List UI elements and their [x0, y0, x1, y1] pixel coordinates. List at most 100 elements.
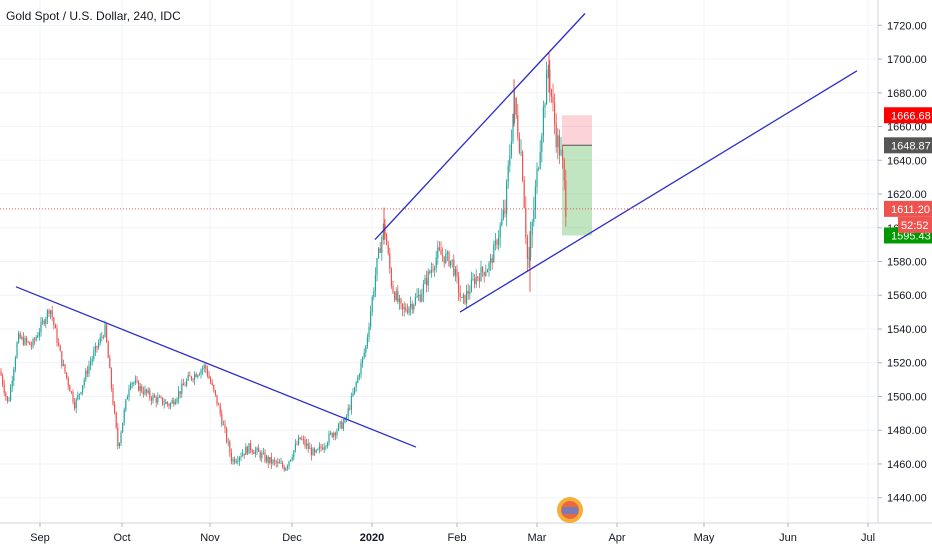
candle-body	[238, 457, 240, 461]
candle-body	[414, 297, 416, 305]
candle-body	[237, 460, 239, 462]
candle-body	[99, 337, 101, 343]
candle-body	[416, 296, 418, 298]
candle-body	[182, 383, 184, 386]
candle-body	[341, 421, 343, 429]
candle-body	[200, 370, 202, 375]
candle-body	[522, 152, 524, 181]
candle-body	[174, 402, 176, 405]
candle-body	[83, 379, 85, 386]
candle-body	[477, 276, 479, 278]
candle-body	[421, 294, 423, 302]
candle-body	[322, 448, 324, 450]
candle-body	[190, 376, 192, 380]
candle-body	[171, 400, 173, 404]
candle-body	[229, 441, 231, 453]
candle-body	[91, 358, 93, 362]
candle-body	[2, 375, 4, 385]
tradingview-logo-icon	[557, 497, 583, 523]
candle-body	[454, 269, 456, 276]
candle-body	[520, 152, 522, 154]
candle-body	[434, 267, 436, 270]
candle-body	[58, 342, 60, 346]
candle-body	[541, 135, 543, 153]
candle-body	[344, 417, 346, 423]
candle-body	[512, 113, 514, 142]
x-tick-label: 2020	[360, 532, 384, 544]
candle-body	[282, 463, 284, 467]
candle-body	[403, 307, 405, 310]
price-axis[interactable]: 1440.00 1460.00 1480.00 1500.00 1520.00 1540.…	[877, 0, 927, 523]
candle-body	[563, 160, 565, 181]
candle-body	[469, 291, 471, 294]
candle-body	[243, 453, 245, 455]
candle-body	[299, 437, 301, 440]
candle-body	[357, 376, 359, 383]
candle-body	[294, 444, 296, 451]
candle-body	[122, 422, 124, 433]
candle-body	[331, 432, 333, 437]
candle-body	[195, 374, 197, 377]
candle-body	[486, 270, 488, 273]
candle-body	[306, 443, 308, 446]
candle-body	[158, 396, 160, 398]
candle-body	[221, 413, 223, 425]
candle-body	[354, 386, 356, 394]
candle-body	[78, 393, 80, 395]
candle-body	[160, 396, 162, 398]
candle-body	[10, 386, 12, 401]
candle-body	[504, 210, 506, 214]
price-badge	[884, 200, 932, 217]
candle-body	[533, 209, 535, 223]
candle-body	[42, 320, 44, 323]
candle-body	[5, 392, 7, 397]
candle-body	[141, 386, 143, 392]
candle-body	[51, 310, 53, 318]
candle-body	[437, 247, 439, 258]
candle-body	[32, 339, 34, 347]
candle-body	[125, 399, 127, 410]
candle-body	[507, 165, 509, 182]
candle-body	[256, 448, 258, 451]
candle-body	[53, 317, 55, 325]
candle-body	[224, 424, 226, 429]
candle-body	[274, 460, 276, 462]
candle-body	[438, 247, 440, 250]
candle-body	[123, 409, 125, 423]
candle-body	[392, 285, 394, 293]
candle-body	[154, 395, 156, 398]
candle-body	[280, 463, 282, 464]
candle-body	[389, 253, 391, 270]
time-axis[interactable]: Sep Oct Nov Dec 2020 Feb Mar Apr May Jun Jul	[0, 522, 932, 544]
position-tool[interactable]	[562, 115, 592, 236]
candle-body	[75, 399, 77, 409]
y-tick-label: 1720.00	[887, 20, 927, 32]
candle-body	[152, 395, 154, 401]
x-tick-label: Mar	[528, 532, 547, 544]
candle-body	[483, 272, 485, 276]
candle-body	[418, 294, 420, 297]
candle-body	[405, 307, 407, 311]
candle-body	[189, 375, 191, 377]
y-tick-label: 1620.00	[887, 189, 927, 201]
candle-body	[179, 391, 181, 394]
candle-body	[120, 432, 122, 444]
candle-body	[186, 380, 188, 386]
candle-body	[234, 458, 236, 463]
candle-body	[565, 180, 567, 217]
y-tick-label: 1480.00	[887, 425, 927, 437]
candle-body	[162, 397, 164, 405]
x-tick-label: Sep	[30, 532, 50, 544]
candle-body	[46, 310, 48, 319]
candle-body	[395, 290, 397, 301]
price-badge-label: 1648.87	[891, 140, 931, 152]
candle-body	[458, 276, 460, 293]
trendlines[interactable]	[15, 13, 858, 448]
candle-body	[14, 357, 16, 370]
candle-body	[144, 389, 146, 395]
candle-body	[371, 297, 373, 313]
